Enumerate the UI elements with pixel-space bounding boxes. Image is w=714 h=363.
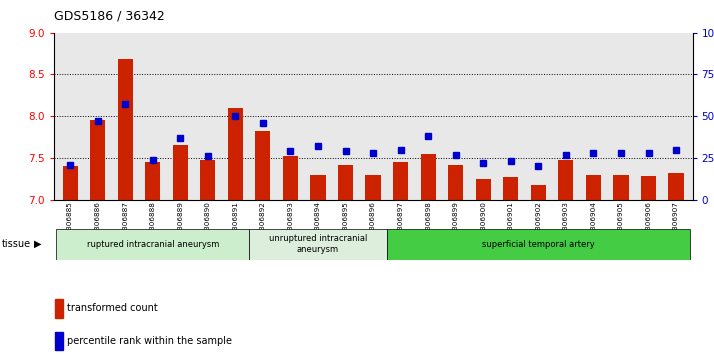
Bar: [338, 164, 353, 200]
Bar: [641, 176, 656, 200]
Bar: [393, 162, 408, 200]
Bar: [228, 108, 243, 200]
Bar: [145, 162, 160, 200]
Text: percentile rank within the sample: percentile rank within the sample: [67, 336, 232, 346]
Bar: [283, 156, 298, 200]
Text: ruptured intracranial aneurysm: ruptured intracranial aneurysm: [86, 240, 219, 249]
Bar: [90, 120, 105, 200]
Bar: [387, 229, 690, 260]
Bar: [531, 185, 546, 200]
Bar: [118, 60, 133, 200]
Bar: [55, 299, 63, 318]
Bar: [249, 229, 387, 260]
Bar: [55, 332, 63, 350]
Bar: [503, 177, 518, 200]
Text: unruptured intracranial
aneurysm: unruptured intracranial aneurysm: [268, 234, 367, 254]
Bar: [200, 160, 216, 200]
Bar: [558, 160, 573, 200]
Bar: [311, 175, 326, 200]
Bar: [421, 154, 436, 200]
Bar: [63, 166, 78, 200]
Bar: [586, 175, 601, 200]
Text: transformed count: transformed count: [67, 303, 158, 313]
Bar: [56, 229, 249, 260]
Text: superficial temporal artery: superficial temporal artery: [482, 240, 595, 249]
Bar: [256, 131, 271, 200]
Bar: [476, 179, 491, 200]
Bar: [668, 173, 683, 200]
Text: GDS5186 / 36342: GDS5186 / 36342: [54, 9, 164, 22]
Text: tissue: tissue: [2, 239, 31, 249]
Bar: [613, 175, 628, 200]
Bar: [448, 164, 463, 200]
Bar: [173, 145, 188, 200]
Bar: [366, 175, 381, 200]
Text: ▶: ▶: [34, 239, 42, 249]
